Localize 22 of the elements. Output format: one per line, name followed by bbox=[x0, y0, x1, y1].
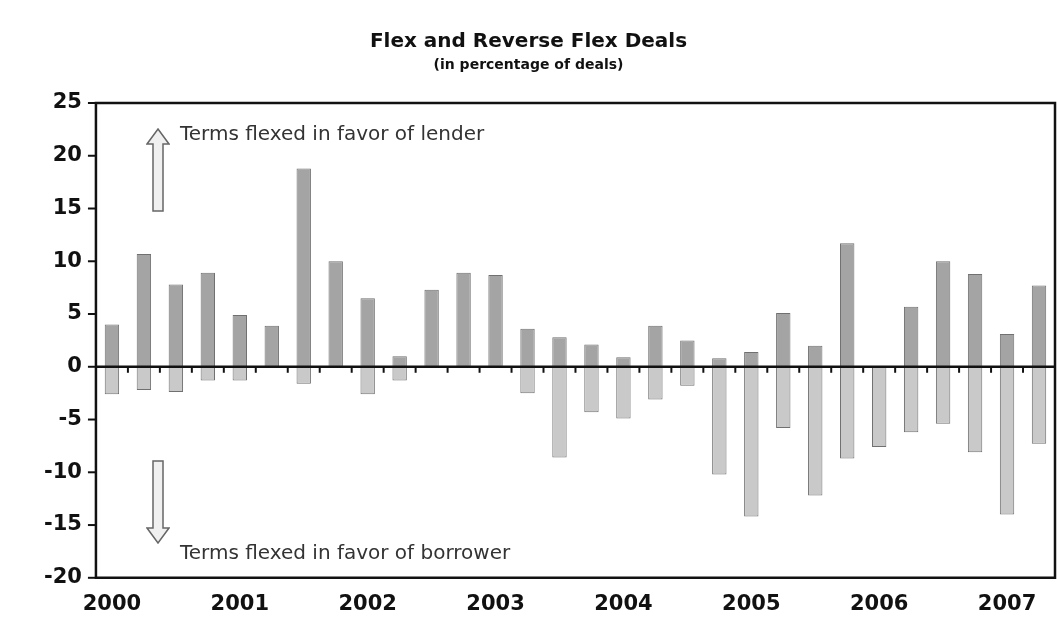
chart-title: Flex and Reverse Flex Deals bbox=[368, 28, 689, 52]
y-tick-label: 20 bbox=[52, 142, 82, 167]
y-tick-label: -15 bbox=[43, 511, 82, 536]
x-tick-label: 2002 bbox=[338, 590, 397, 615]
y-tick-label: 10 bbox=[52, 247, 82, 272]
x-tick-label: 2007 bbox=[977, 590, 1037, 615]
y-tick-label: 0 bbox=[67, 353, 82, 378]
chart-subtitle: (in percentage of deals) bbox=[432, 56, 625, 72]
x-tick-label: 2000 bbox=[82, 590, 142, 615]
x-tick-label: 2003 bbox=[466, 590, 525, 615]
y-tick-label: -5 bbox=[58, 405, 82, 430]
annotation: Terms flexed in favor of borrower bbox=[178, 540, 511, 564]
y-tick-label: -10 bbox=[43, 458, 82, 483]
x-tick-label: 2004 bbox=[594, 590, 653, 615]
annotation: Terms flexed in favor of lender bbox=[178, 121, 486, 146]
y-tick-label: 5 bbox=[67, 300, 82, 325]
y-tick-label: 25 bbox=[52, 89, 82, 114]
y-tick-label: 15 bbox=[52, 194, 82, 219]
y-tick-label: -20 bbox=[43, 564, 82, 589]
x-tick-label: 2001 bbox=[210, 590, 270, 615]
x-tick-label: 2005 bbox=[722, 590, 781, 615]
x-tick-label: 2006 bbox=[849, 590, 909, 615]
